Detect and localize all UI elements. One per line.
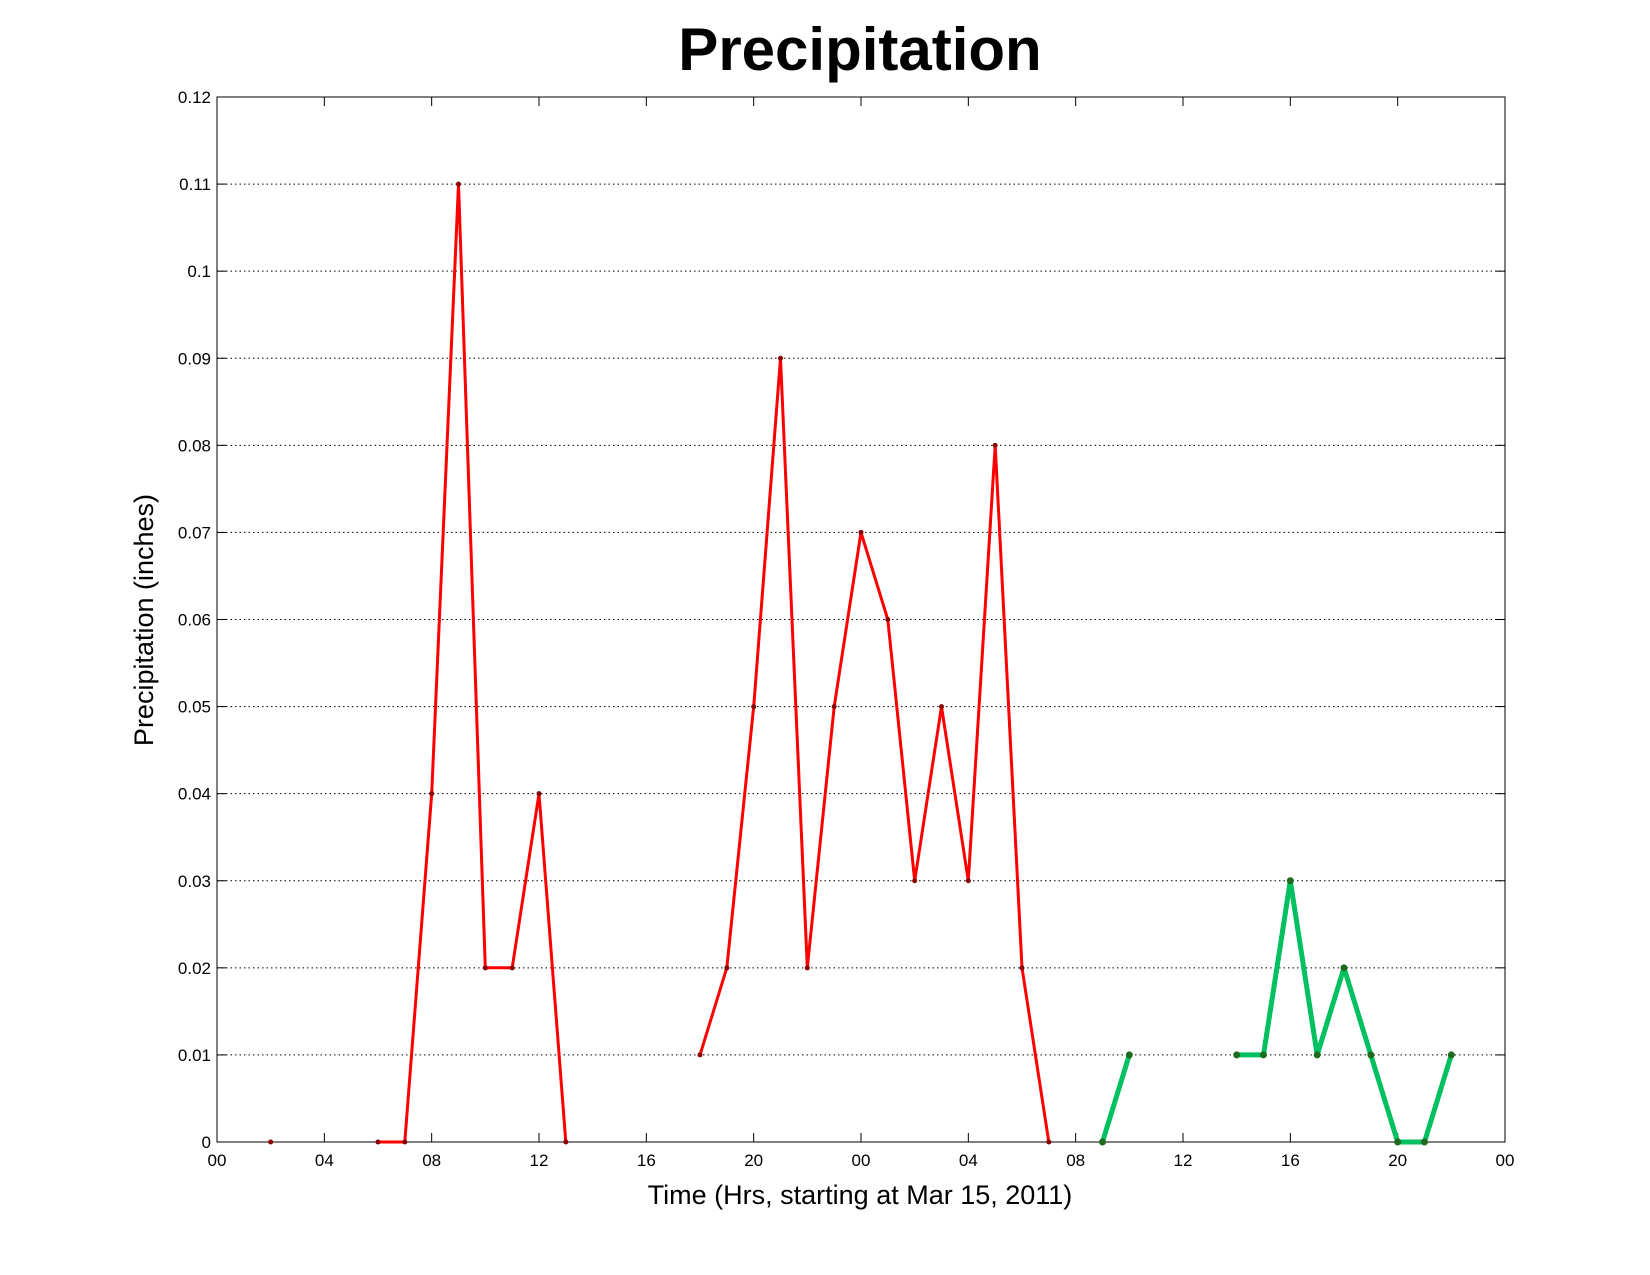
- y-tick-label: 0.04: [178, 785, 211, 804]
- x-tick-label: 08: [1066, 1151, 1085, 1170]
- data-point: [1286, 877, 1294, 885]
- y-tick-label: 0.06: [178, 611, 211, 630]
- series-line: [376, 182, 568, 1144]
- data-point: [751, 704, 757, 710]
- data-point: [992, 442, 998, 448]
- data-point: [1394, 1138, 1402, 1146]
- x-tick-label: 12: [1174, 1151, 1193, 1170]
- series-line: [1234, 878, 1454, 1145]
- x-tick-label: 20: [1388, 1151, 1407, 1170]
- x-tick-label: 16: [1281, 1151, 1300, 1170]
- data-point: [885, 617, 891, 622]
- data-point: [536, 791, 542, 797]
- series-1: [268, 181, 1052, 1145]
- data-point: [1260, 1051, 1267, 1059]
- y-tick-label: 0: [202, 1133, 211, 1152]
- data-point: [939, 704, 944, 710]
- data-point: [482, 965, 488, 971]
- series-2: [1099, 877, 1455, 1146]
- y-tick-label: 0.1: [187, 262, 211, 281]
- data-point: [778, 355, 783, 361]
- data-point: [1313, 1051, 1321, 1059]
- x-tick-label: 08: [422, 1151, 441, 1170]
- data-series: [268, 181, 1455, 1146]
- data-point: [1099, 1138, 1106, 1146]
- data-point: [1125, 1051, 1133, 1059]
- x-tick-label: 00: [1496, 1151, 1515, 1170]
- x-tick-label: 00: [208, 1151, 227, 1170]
- y-tick-label: 0.05: [178, 698, 211, 717]
- y-tick-label: 0.12: [178, 88, 211, 107]
- data-point: [697, 1052, 703, 1058]
- chart-title: Precipitation: [678, 16, 1041, 83]
- data-point: [1233, 1051, 1241, 1059]
- y-tick-label: 0.02: [178, 959, 211, 978]
- y-axis-label: Precipitation (inches): [129, 494, 159, 746]
- data-point: [268, 1139, 274, 1145]
- x-tick-label: 12: [530, 1151, 549, 1170]
- x-tick-label: 16: [637, 1151, 656, 1170]
- data-point: [1367, 1051, 1375, 1059]
- data-point: [563, 1139, 569, 1145]
- series-line: [698, 356, 1051, 1144]
- data-point: [1046, 1139, 1052, 1145]
- x-tick-label: 20: [744, 1151, 763, 1170]
- grid-lines: [217, 183, 1505, 1056]
- data-point: [1447, 1051, 1455, 1059]
- y-tick-label: 0.01: [178, 1046, 211, 1065]
- data-point: [965, 878, 971, 884]
- data-point: [804, 965, 810, 971]
- data-point: [509, 965, 515, 971]
- data-point: [724, 965, 730, 971]
- data-point: [429, 791, 435, 797]
- y-tick-label: 0.11: [179, 175, 211, 194]
- series-line: [1100, 1052, 1132, 1145]
- data-point: [1019, 965, 1025, 971]
- data-point: [858, 529, 864, 535]
- data-point: [456, 181, 461, 187]
- data-point: [402, 1139, 408, 1145]
- y-tick-label: 0.03: [178, 872, 211, 891]
- y-tick-label: 0.07: [178, 523, 211, 542]
- data-point: [1340, 964, 1348, 972]
- x-tick-label: 00: [852, 1151, 871, 1170]
- x-tick-label: 04: [315, 1151, 334, 1170]
- y-tick-label: 0.08: [178, 436, 211, 455]
- x-tick-label: 04: [959, 1151, 978, 1170]
- y-tick-label: 0.09: [178, 349, 211, 368]
- data-point: [912, 878, 918, 884]
- x-axis-label: Time (Hrs, starting at Mar 15, 2011): [648, 1180, 1073, 1210]
- data-point: [375, 1139, 381, 1145]
- data-point: [1421, 1138, 1428, 1146]
- y-tick-labels: 0 0.01 0.02 0.03 0.04 0.05 0.06 0.07 0.08 0.09 0.1…: [178, 88, 211, 1152]
- data-point: [831, 704, 837, 710]
- x-tick-labels: 00 04 08 12 16 20 00 04 08 12 16 20 00: [208, 1151, 1515, 1170]
- axis-ticks: [216, 96, 1506, 1143]
